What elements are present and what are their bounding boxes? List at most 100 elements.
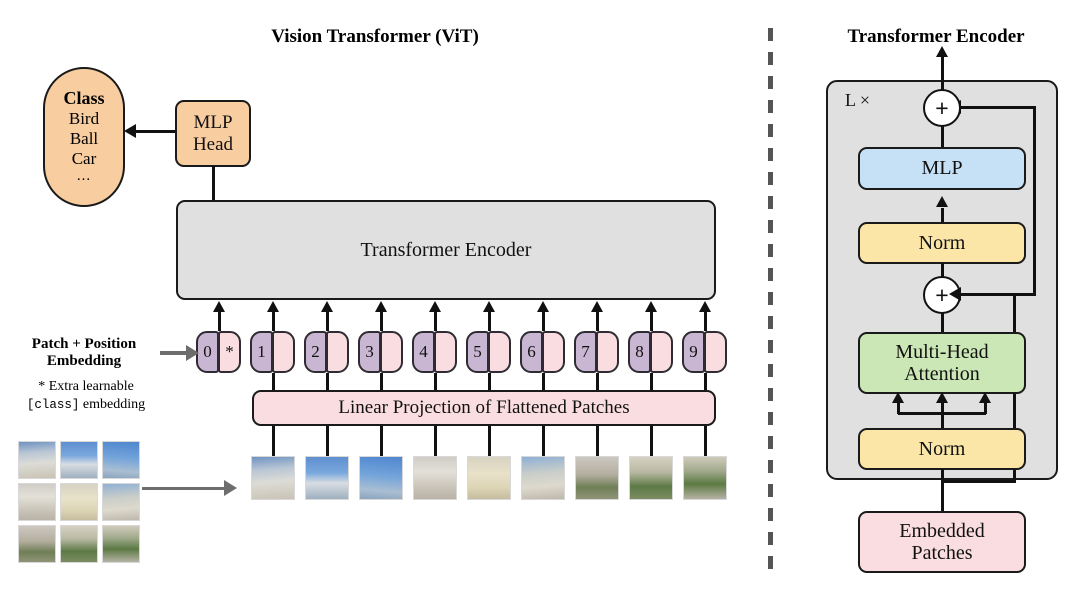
encoder-to-mlp-line (212, 166, 215, 201)
linear-projection-box: Linear Projection of Flattened Patches (252, 390, 716, 426)
token-patch-embedding-1 (272, 331, 295, 373)
class-capsule-header: Class (63, 88, 105, 109)
token-2-to-encoder-arrowhead (320, 301, 333, 312)
token-patch-embedding-6 (542, 331, 565, 373)
flattened-patch-3-to-projection-line (380, 426, 383, 460)
class-token-asterisk: * (218, 331, 241, 373)
flattened-patch-5-to-projection-line (488, 426, 491, 460)
encoder-output-line (941, 52, 944, 82)
mlp-to-top-plus-line (941, 125, 944, 149)
token-4-to-encoder-arrowhead (428, 301, 441, 312)
norm-top-to-mlp-line (941, 208, 944, 225)
qkv-arrowhead-center (936, 392, 948, 403)
transformer-encoder-label: Transformer Encoder (360, 238, 532, 261)
source-patch-r2-c0 (18, 525, 56, 563)
token-patch-embedding-9 (704, 331, 727, 373)
flattened-patch-7 (575, 456, 619, 500)
embedding-label-arrowhead (186, 345, 199, 361)
flattened-patch-1-to-projection-line (272, 426, 275, 460)
source-patch-r1-c0 (18, 483, 56, 521)
norm-top-label: Norm (918, 231, 966, 254)
token-4[interactable]: 4 (412, 331, 457, 373)
flattened-patch-2 (305, 456, 349, 500)
token-3-to-encoder-arrowhead (374, 301, 387, 312)
token-9-to-encoder-line (704, 312, 707, 331)
class-output-capsule: Class Bird Ball Car ... (43, 67, 125, 207)
embedding-label-line1: Patch + Position (31, 336, 137, 352)
token-patch-embedding-4 (434, 331, 457, 373)
token-index-7: 7 (574, 331, 597, 373)
mlp-block-label: MLP (921, 157, 963, 180)
norm-bottom-to-qkv-line (941, 412, 944, 432)
token-6[interactable]: 6 (520, 331, 565, 373)
source-patch-r2-c1 (60, 525, 98, 563)
projection-to-token-4-line (434, 373, 437, 391)
token-7-to-encoder-arrowhead (590, 301, 603, 312)
token-0-to-encoder-line (218, 312, 221, 331)
flattened-patch-3 (359, 456, 403, 500)
token-8[interactable]: 8 (628, 331, 673, 373)
flattened-patch-8-to-projection-line (650, 426, 653, 460)
token-9-to-encoder-arrowhead (698, 301, 711, 312)
norm-bottom-label: Norm (918, 437, 966, 460)
token-patch-embedding-3 (380, 331, 403, 373)
left-panel-title: Vision Transformer (ViT) (271, 26, 479, 47)
token-index-1: 1 (250, 331, 273, 373)
embedded-patches-block: Embedded Patches (858, 511, 1026, 573)
source-patch-r0-c1 (60, 441, 98, 479)
source-patch-r0-c0 (18, 441, 56, 479)
mlp-block: MLP (858, 147, 1026, 190)
patch-position-embedding-label: Patch + Position Embedding (6, 336, 162, 371)
token-6-to-encoder-line (542, 312, 545, 331)
token-2[interactable]: 2 (304, 331, 349, 373)
token-3-to-encoder-line (380, 312, 383, 331)
qkv-stem-center (941, 402, 944, 414)
token-index-2: 2 (304, 331, 327, 373)
embedding-label-arrow-line (160, 351, 186, 355)
token-2-to-encoder-line (326, 312, 329, 331)
flattened-patch-2-to-projection-line (326, 426, 329, 460)
token-3[interactable]: 3 (358, 331, 403, 373)
projection-to-token-6-line (542, 373, 545, 391)
token-1[interactable]: 1 (250, 331, 295, 373)
attention-to-plus-line (941, 312, 944, 334)
flattened-patch-1 (251, 456, 295, 500)
projection-to-token-1-line (272, 373, 275, 391)
token-patch-embedding-2 (326, 331, 349, 373)
source-image-grid (18, 441, 140, 563)
token-patch-embedding-7 (596, 331, 619, 373)
token-8-to-encoder-arrowhead (644, 301, 657, 312)
token-0[interactable]: 0 * (196, 331, 241, 373)
token-4-to-encoder-line (434, 312, 437, 331)
qkv-stem-right (984, 402, 987, 414)
attn-residual-horizontal-top (957, 293, 1016, 296)
token-5-to-encoder-line (488, 312, 491, 331)
norm-block-top: Norm (858, 222, 1026, 264)
encoder-output-arrowhead (936, 46, 948, 57)
projection-to-token-3-line (380, 373, 383, 391)
transformer-encoder-box: Transformer Encoder (176, 200, 716, 300)
footnote-line2: [class] embedding (6, 396, 166, 414)
flattened-patch-4-to-projection-line (434, 426, 437, 460)
top-plus-to-output-line (941, 78, 944, 91)
flattened-patch-4 (413, 456, 457, 500)
token-5[interactable]: 5 (466, 331, 511, 373)
flattened-patch-7-to-projection-line (596, 426, 599, 460)
source-patch-r2-c2 (102, 525, 140, 563)
embedded-patches-line1: Embedded (899, 519, 985, 542)
attention-label-line2: Attention (904, 363, 980, 385)
source-patch-r0-c2 (102, 441, 140, 479)
attention-label-line1: Multi-Head (895, 340, 989, 363)
residual-add-top: + (923, 89, 961, 127)
qkv-arrowhead-right (979, 392, 991, 403)
token-9[interactable]: 9 (682, 331, 727, 373)
token-patch-embedding-8 (650, 331, 673, 373)
mlp-head-box: MLP Head (175, 100, 251, 167)
footnote-line1: * Extra learnable (38, 379, 134, 394)
source-to-sequence-arrowhead (224, 480, 237, 496)
flattened-patch-6 (521, 456, 565, 500)
class-item-0: Bird (68, 109, 100, 129)
embedded-patches-line2: Patches (911, 542, 973, 564)
token-7[interactable]: 7 (574, 331, 619, 373)
